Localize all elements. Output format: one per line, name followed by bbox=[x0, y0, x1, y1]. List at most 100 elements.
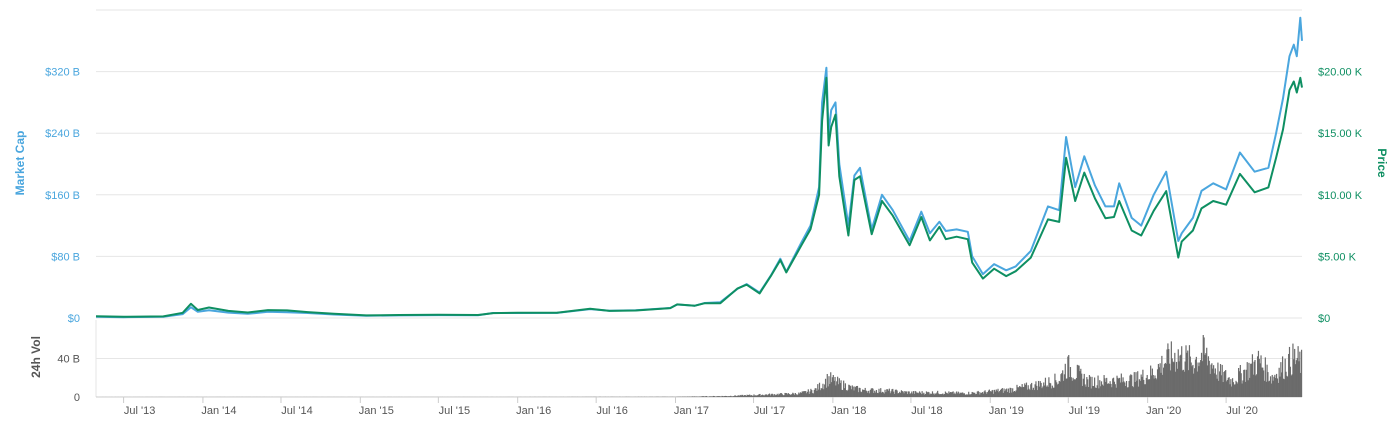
x-tick-label: Jul '15 bbox=[439, 405, 470, 417]
volume-bar bbox=[721, 395, 723, 397]
volume-bar bbox=[801, 391, 803, 397]
volume-bar bbox=[830, 372, 832, 397]
price-tick-label: $0 bbox=[1318, 313, 1330, 325]
volume-bar bbox=[1255, 375, 1257, 397]
volume-bar bbox=[805, 391, 807, 397]
volume-bar bbox=[967, 394, 969, 397]
volume-bar bbox=[1125, 385, 1127, 397]
volume-bar bbox=[896, 390, 898, 397]
volume-bar bbox=[1138, 379, 1141, 397]
volume-bar bbox=[851, 385, 853, 397]
volume-bar bbox=[1000, 388, 1003, 397]
volume-bar bbox=[925, 391, 928, 397]
volume-bar bbox=[980, 392, 982, 397]
volume-bar bbox=[888, 388, 890, 397]
volume-bar bbox=[755, 395, 758, 397]
volume-bar bbox=[1004, 391, 1006, 397]
volume-bar bbox=[877, 393, 879, 397]
x-tick-label: Jul '17 bbox=[754, 405, 785, 417]
volume-bar bbox=[1124, 382, 1126, 397]
volume-bar bbox=[1198, 366, 1200, 397]
volume-bar bbox=[852, 386, 854, 397]
volume-bar bbox=[1220, 375, 1222, 397]
volume-bar bbox=[1299, 351, 1301, 397]
volume-bar bbox=[1063, 374, 1066, 397]
price-axis-title: Price bbox=[1375, 148, 1389, 178]
volume-bars bbox=[96, 335, 1303, 397]
volume-bar bbox=[778, 393, 780, 397]
volume-bar bbox=[1118, 378, 1120, 397]
volume-bar bbox=[950, 392, 953, 397]
volume-bar bbox=[969, 394, 972, 397]
volume-bar bbox=[1225, 381, 1228, 397]
volume-bar bbox=[1056, 382, 1058, 397]
volume-bar bbox=[934, 393, 936, 397]
volume-bar bbox=[1101, 384, 1103, 397]
volume-bar bbox=[755, 395, 757, 397]
volume-bar bbox=[1131, 375, 1133, 397]
volume-bar bbox=[1283, 379, 1285, 397]
volume-bar bbox=[1242, 380, 1244, 397]
volume-bar bbox=[1180, 354, 1182, 397]
volume-bar bbox=[840, 380, 842, 397]
volume-bar bbox=[993, 389, 996, 397]
volume-bar bbox=[1033, 390, 1035, 397]
volume-bar bbox=[1068, 355, 1070, 397]
volume-bar bbox=[1106, 383, 1109, 397]
volume-bar bbox=[1072, 377, 1074, 397]
volume-bar bbox=[1222, 382, 1224, 397]
volume-bar bbox=[767, 395, 769, 397]
volume-bar bbox=[919, 392, 922, 397]
volume-bar bbox=[1087, 387, 1090, 397]
volume-bar bbox=[997, 388, 999, 397]
volume-bar bbox=[1261, 367, 1263, 397]
volume-bar bbox=[1200, 352, 1203, 397]
volume-bar bbox=[743, 395, 745, 397]
volume-bar bbox=[1239, 364, 1241, 397]
volume-bar bbox=[972, 392, 974, 397]
volume-bar bbox=[861, 392, 863, 397]
volume-bar bbox=[842, 390, 844, 397]
volume-bar bbox=[1133, 372, 1135, 397]
volume-bar bbox=[970, 394, 972, 397]
volume-bar bbox=[1300, 372, 1302, 397]
volume-bar bbox=[1115, 387, 1117, 397]
volume-bar bbox=[1053, 387, 1055, 397]
volume-bar bbox=[793, 394, 796, 397]
volume-bar bbox=[1231, 386, 1233, 397]
volume-bar bbox=[998, 392, 1000, 397]
volume-bar bbox=[1108, 383, 1110, 397]
volume-bar bbox=[753, 394, 755, 397]
volume-bar bbox=[1188, 370, 1190, 397]
volume-bar bbox=[1097, 375, 1099, 397]
volume-bar bbox=[956, 391, 958, 397]
volume-bar bbox=[1159, 363, 1161, 397]
volume-bar bbox=[849, 385, 851, 397]
volume-bar bbox=[1232, 382, 1235, 397]
volume-bar bbox=[992, 389, 994, 397]
volume-bar bbox=[802, 391, 804, 397]
volume-bar bbox=[1013, 390, 1016, 397]
volume-bar bbox=[955, 394, 957, 397]
volume-bar bbox=[1171, 358, 1173, 397]
volume-bar bbox=[1079, 371, 1081, 397]
volume-bar bbox=[1142, 369, 1144, 397]
volume-bar bbox=[1192, 364, 1194, 397]
volume-bar bbox=[974, 394, 977, 397]
volume-bar bbox=[1296, 357, 1298, 397]
volume-bar bbox=[914, 390, 916, 397]
volume-bar bbox=[889, 393, 891, 397]
volume-bar bbox=[945, 392, 947, 397]
volume-bar bbox=[1100, 381, 1103, 397]
volume-bar bbox=[699, 396, 701, 397]
volume-bar bbox=[772, 394, 774, 397]
volume-bar bbox=[1279, 376, 1281, 397]
volume-bar bbox=[750, 395, 752, 397]
volume-bar bbox=[1110, 383, 1112, 397]
series-lines bbox=[95, 16, 1303, 319]
volume-bar bbox=[1172, 361, 1174, 397]
volume-bar bbox=[823, 389, 825, 397]
volume-bar bbox=[1117, 377, 1119, 397]
volume-bar bbox=[727, 396, 729, 397]
volume-bar bbox=[1093, 386, 1095, 397]
